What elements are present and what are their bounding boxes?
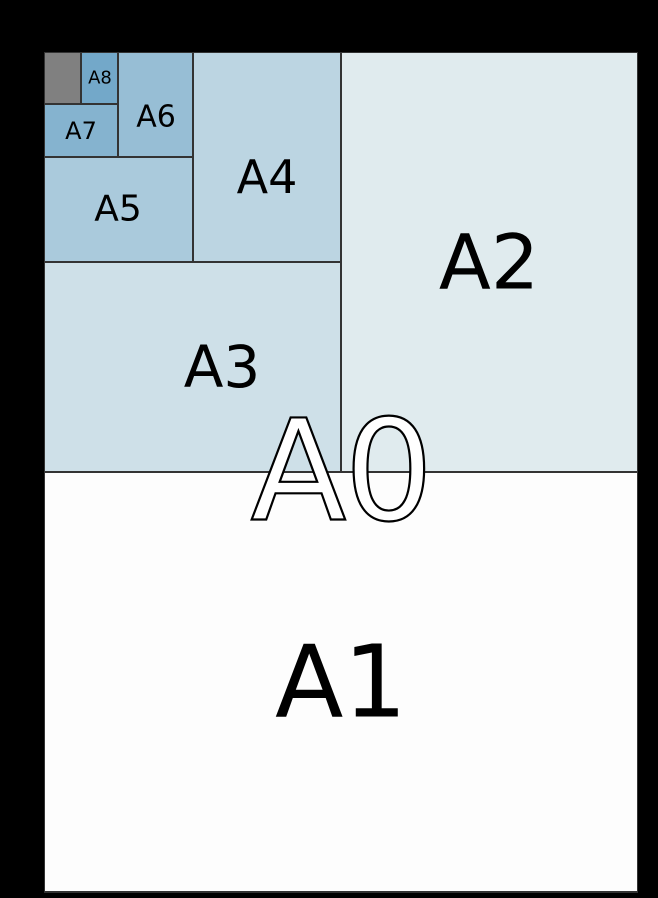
label-a2: A2 <box>439 218 539 307</box>
label-a6: A6 <box>136 100 176 135</box>
label-a0: A0 <box>251 391 432 554</box>
label-a4: A4 <box>237 150 298 204</box>
label-a7: A7 <box>65 117 97 145</box>
label-a1: A1 <box>275 624 407 741</box>
label-a3: A3 <box>184 333 261 401</box>
panel-a9 <box>44 52 81 104</box>
label-a8: A8 <box>88 68 112 89</box>
label-a5: A5 <box>94 189 142 230</box>
